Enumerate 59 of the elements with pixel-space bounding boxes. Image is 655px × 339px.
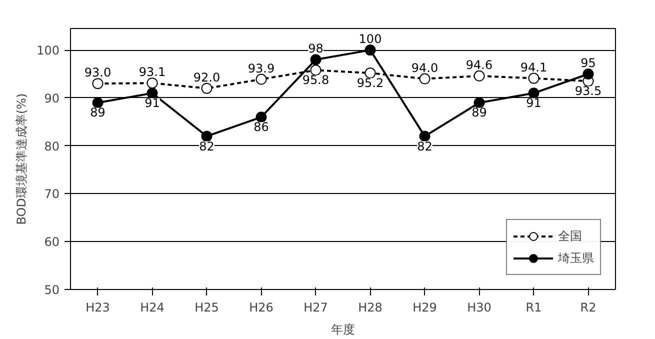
data-label: 89 xyxy=(472,106,487,120)
data-label: 92.0 xyxy=(193,70,220,84)
point xyxy=(474,97,485,108)
y-tick-label: 80 xyxy=(44,139,60,154)
data-label: 82 xyxy=(199,139,214,154)
data-label: 94.0 xyxy=(411,60,438,75)
x-tick-label: R2 xyxy=(580,300,596,314)
point xyxy=(310,54,322,66)
x-tick-label: H28 xyxy=(358,300,382,314)
data-label: 100 xyxy=(358,32,382,46)
data-label: 98 xyxy=(308,42,324,56)
point xyxy=(146,78,158,89)
y-tick-label: 60 xyxy=(44,235,60,250)
legend-label: 全国 xyxy=(558,228,582,244)
x-axis-title: 年度 xyxy=(331,322,355,336)
point xyxy=(364,68,376,79)
y-axis-title: BOD環境基準達成率(%) xyxy=(14,93,29,225)
y-tick-label: 50 xyxy=(44,283,60,297)
data-label: 94.1 xyxy=(520,60,548,74)
data-label: 95.8 xyxy=(302,73,330,88)
point xyxy=(201,82,212,94)
point xyxy=(474,70,485,82)
point xyxy=(256,74,267,85)
x-tick-label: H23 xyxy=(86,300,110,314)
data-label: 91 xyxy=(526,96,542,110)
point xyxy=(256,112,267,123)
y-tick-label: 90 xyxy=(44,91,60,106)
point xyxy=(364,44,376,56)
point xyxy=(92,78,104,90)
y-tick-label: 100 xyxy=(36,44,60,58)
data-label: 93.1 xyxy=(138,65,166,80)
data-label: 94.6 xyxy=(466,58,493,72)
point xyxy=(419,130,430,142)
data-label: 95.2 xyxy=(356,76,384,90)
data-label: 93.5 xyxy=(574,84,602,98)
point xyxy=(146,88,158,99)
x-tick-label: R1 xyxy=(526,300,542,314)
x-tick-label: H30 xyxy=(467,300,492,314)
point xyxy=(92,97,104,108)
data-label: 93.0 xyxy=(84,66,112,80)
x-tick-label: H25 xyxy=(194,300,219,314)
y-tick-label: 70 xyxy=(44,187,60,202)
x-tick-label: H29 xyxy=(412,300,437,314)
data-label: 86 xyxy=(254,120,269,134)
point xyxy=(419,73,430,84)
x-tick-label: H26 xyxy=(249,300,274,314)
legend-label: 埼玉県 xyxy=(558,250,594,266)
point xyxy=(582,68,594,80)
data-label: 82 xyxy=(417,139,432,154)
point xyxy=(310,64,322,76)
point xyxy=(528,72,540,84)
data-label: 93.9 xyxy=(248,61,275,76)
point xyxy=(528,88,540,99)
x-tick-label: H27 xyxy=(304,300,328,314)
x-tick-label: H24 xyxy=(140,300,164,314)
data-label: 91 xyxy=(144,96,160,110)
point xyxy=(201,130,212,142)
data-label: 89 xyxy=(90,106,106,120)
data-label: 95 xyxy=(580,56,596,70)
